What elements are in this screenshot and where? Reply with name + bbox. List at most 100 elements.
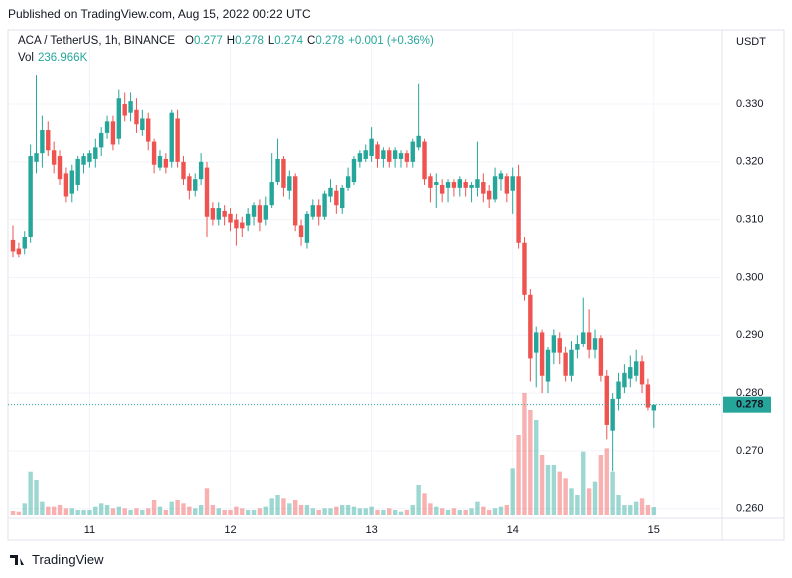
volume-bar	[334, 506, 339, 515]
candle-body	[134, 109, 139, 125]
volume-bar	[193, 508, 198, 515]
volume-bar	[240, 508, 245, 515]
volume-bar	[387, 508, 392, 515]
volume-bar	[281, 498, 286, 515]
candle-body	[645, 384, 651, 408]
volume-bar	[234, 506, 239, 515]
volume-bar	[87, 510, 92, 515]
candle-body	[210, 208, 216, 220]
volume-bar	[398, 511, 404, 515]
candle-body	[434, 182, 439, 185]
symbol: ACA / TetherUS, 1h, BINANCE	[18, 35, 176, 47]
volume-bar	[116, 506, 122, 515]
volume-bar	[198, 505, 204, 515]
volume-bar	[628, 505, 633, 515]
y-tick-label: 0.290	[736, 329, 764, 341]
volume-bar	[63, 508, 69, 515]
candle-body	[551, 335, 557, 353]
volume-bar	[345, 505, 351, 515]
legend-line: ACA / TetherUS, 1h, BINANCE O0.277 H0.27…	[18, 35, 434, 47]
candle-body	[16, 248, 22, 255]
candle-body	[451, 182, 457, 188]
candle-body	[381, 150, 386, 159]
candle-body	[292, 176, 298, 226]
y-tick-label: 0.320	[736, 156, 764, 168]
volume-bar	[481, 506, 486, 515]
volume-bar	[51, 506, 57, 515]
candle-body	[146, 118, 151, 142]
volume-bar	[98, 503, 104, 515]
candle-body	[151, 141, 157, 165]
candle-body	[240, 222, 245, 229]
volume-bar	[375, 510, 380, 515]
candle-body	[93, 147, 98, 159]
last-price-badge	[723, 396, 771, 413]
h-value: 0.278	[235, 35, 264, 47]
volume-bar	[434, 506, 439, 515]
volume-bar	[216, 508, 221, 515]
candle-body	[445, 182, 451, 188]
candle-body	[116, 98, 122, 139]
volume-bar	[469, 508, 474, 515]
candle-body	[475, 179, 480, 188]
candle-body	[469, 184, 474, 188]
volume-bar	[257, 508, 263, 515]
candle-body	[504, 176, 510, 194]
volume-bar	[69, 508, 74, 515]
vol-label: Vol	[18, 52, 34, 64]
candle-body	[328, 187, 333, 197]
volume-bar	[357, 508, 363, 515]
volume-bar	[245, 510, 251, 515]
candle-body	[204, 167, 210, 217]
candle-body	[57, 156, 63, 180]
volume-bar	[428, 503, 433, 515]
volume-bar	[451, 508, 457, 515]
candle-body	[345, 176, 351, 188]
candle-body	[498, 173, 504, 180]
volume-bar	[134, 508, 139, 515]
candle-body	[169, 112, 174, 162]
candle-body	[298, 225, 304, 237]
candle-body	[269, 182, 274, 206]
volume-bar	[610, 471, 615, 515]
candle-body	[110, 121, 116, 145]
candle-body	[528, 294, 533, 359]
volume-bar	[57, 505, 63, 515]
volume-bar	[498, 506, 504, 515]
candle-body	[304, 213, 310, 243]
candle-body	[598, 338, 604, 376]
o-label: O	[185, 35, 194, 47]
y-tick-label: 0.270	[736, 445, 764, 457]
volume-bar	[539, 455, 545, 515]
y-tick-label: 0.260	[736, 503, 764, 515]
volume-bar	[416, 485, 421, 515]
last-price-label: 0.278	[736, 399, 764, 411]
volume-bar	[439, 508, 445, 515]
volume-bar	[622, 505, 627, 515]
candle-body	[463, 182, 468, 188]
candle-body	[222, 210, 227, 217]
volume-bar	[157, 506, 163, 515]
volume-bar	[251, 510, 257, 515]
volume-legend: Vol 236.966K	[18, 52, 87, 64]
volume-bar	[75, 510, 80, 515]
volume-bar	[81, 510, 86, 515]
c-label: C	[307, 35, 316, 47]
volume-bar	[204, 488, 210, 515]
volume-bar	[222, 510, 227, 515]
volume-bar	[292, 500, 298, 515]
volume-bar	[328, 508, 333, 515]
volume-bar	[457, 510, 462, 515]
candle-body	[275, 158, 280, 183]
volume-bar	[598, 455, 604, 515]
volume-bar	[528, 410, 533, 515]
volume-bar	[616, 495, 621, 515]
candle-body	[610, 398, 615, 431]
volume-bar	[40, 501, 45, 515]
volume-bar	[128, 510, 133, 515]
volume-bar	[275, 495, 280, 515]
candle-body	[481, 182, 486, 194]
candle-body	[633, 361, 639, 376]
volume-bar	[492, 508, 498, 515]
